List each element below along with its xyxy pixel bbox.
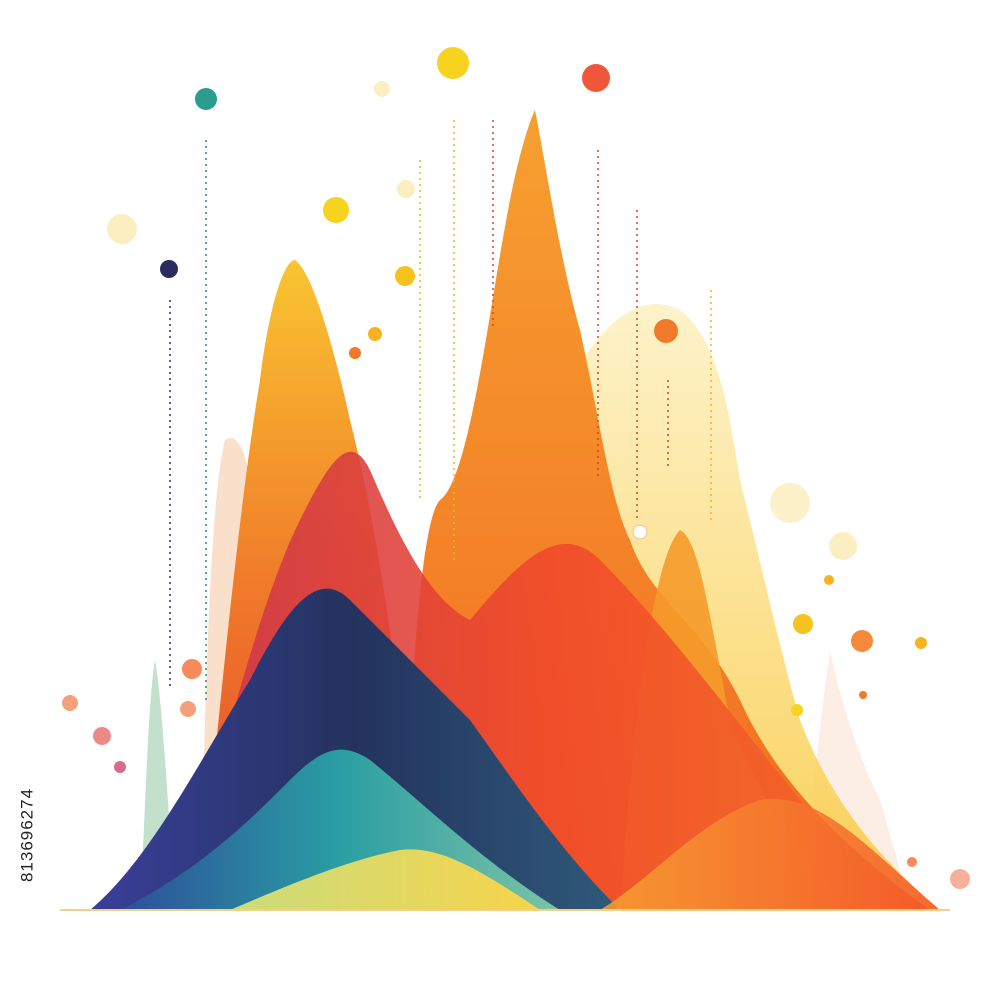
bubble xyxy=(859,691,867,699)
bubble xyxy=(62,695,78,711)
bubble xyxy=(824,575,834,585)
navy-layer xyxy=(90,588,620,910)
bubble xyxy=(791,704,803,716)
bubble xyxy=(349,347,361,359)
bubble xyxy=(368,327,382,341)
bubble xyxy=(437,47,469,79)
bubble xyxy=(770,483,810,523)
bubble xyxy=(632,524,648,540)
bubble xyxy=(182,659,202,679)
bubble xyxy=(907,857,917,867)
bubble xyxy=(829,532,857,560)
bubble xyxy=(915,637,927,649)
bubble xyxy=(374,81,390,97)
bubbles xyxy=(62,47,970,889)
bubble xyxy=(107,214,137,244)
yellow-front xyxy=(230,849,540,910)
bubble xyxy=(195,88,217,110)
bubble xyxy=(950,869,970,889)
bubble xyxy=(114,761,126,773)
bubble xyxy=(160,260,178,278)
dotted-lines xyxy=(169,120,712,700)
bubble xyxy=(582,64,610,92)
mountains xyxy=(60,110,950,911)
bubble xyxy=(793,614,813,634)
bubble xyxy=(654,319,678,343)
bubble xyxy=(395,266,415,286)
orange-front xyxy=(600,798,940,910)
bubble xyxy=(180,701,196,717)
bubble xyxy=(851,630,873,652)
bubble xyxy=(397,180,415,198)
bubble xyxy=(323,197,349,223)
bubble xyxy=(93,727,111,745)
image-id: 813696274 xyxy=(17,788,36,882)
